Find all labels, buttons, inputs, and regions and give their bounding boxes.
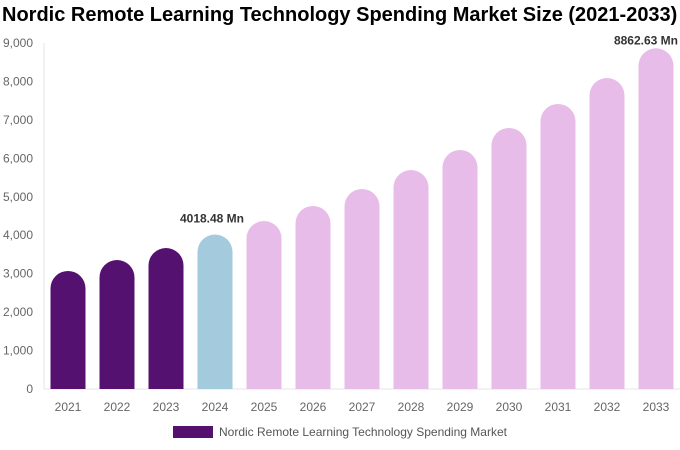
bar-2031 xyxy=(540,103,576,389)
y-tick-label: 3,000 xyxy=(3,267,33,281)
y-tick-label: 2,000 xyxy=(3,305,33,319)
bar-2032 xyxy=(589,77,625,390)
x-tick-label: 2033 xyxy=(643,400,670,414)
x-tick-label: 2030 xyxy=(496,400,523,414)
x-tick-label: 2025 xyxy=(251,400,278,414)
bar-2026 xyxy=(295,205,331,389)
bar-2025 xyxy=(246,220,282,389)
bar-2030 xyxy=(491,127,527,390)
bar-2021 xyxy=(50,270,86,389)
data-label-2033: 8862.63 Mn xyxy=(614,33,678,47)
bar-2023 xyxy=(148,247,184,389)
legend-swatch xyxy=(173,426,213,438)
y-tick-label: 1,000 xyxy=(3,344,33,358)
x-tick-label: 2023 xyxy=(153,400,180,414)
bar-2022 xyxy=(99,259,135,389)
chart-title: Nordic Remote Learning Technology Spendi… xyxy=(2,4,678,26)
x-tick-label: 2029 xyxy=(447,400,474,414)
x-tick-label: 2021 xyxy=(55,400,82,414)
bar-2033 xyxy=(638,48,674,389)
legend: Nordic Remote Learning Technology Spendi… xyxy=(173,425,507,439)
y-tick-label: 5,000 xyxy=(3,190,33,204)
x-tick-label: 2027 xyxy=(349,400,376,414)
bar-2027 xyxy=(344,188,380,389)
bar-2029 xyxy=(442,149,478,389)
y-tick-label: 8,000 xyxy=(3,74,33,88)
bar-2024 xyxy=(197,234,233,389)
x-tick-label: 2032 xyxy=(594,400,621,414)
x-tick-label: 2031 xyxy=(545,400,572,414)
y-tick-label: 4,000 xyxy=(3,228,33,242)
x-tick-label: 2028 xyxy=(398,400,425,414)
y-tick-label: 9,000 xyxy=(3,36,33,50)
y-tick-label: 7,000 xyxy=(3,113,33,127)
y-tick-label: 0 xyxy=(26,382,33,396)
legend-label: Nordic Remote Learning Technology Spendi… xyxy=(219,425,507,439)
bar-2028 xyxy=(393,169,429,389)
x-tick-label: 2024 xyxy=(202,400,229,414)
x-tick-label: 2022 xyxy=(104,400,131,414)
y-tick-label: 6,000 xyxy=(3,151,33,165)
x-tick-label: 2026 xyxy=(300,400,327,414)
data-label-2024: 4018.48 Mn xyxy=(180,212,244,226)
